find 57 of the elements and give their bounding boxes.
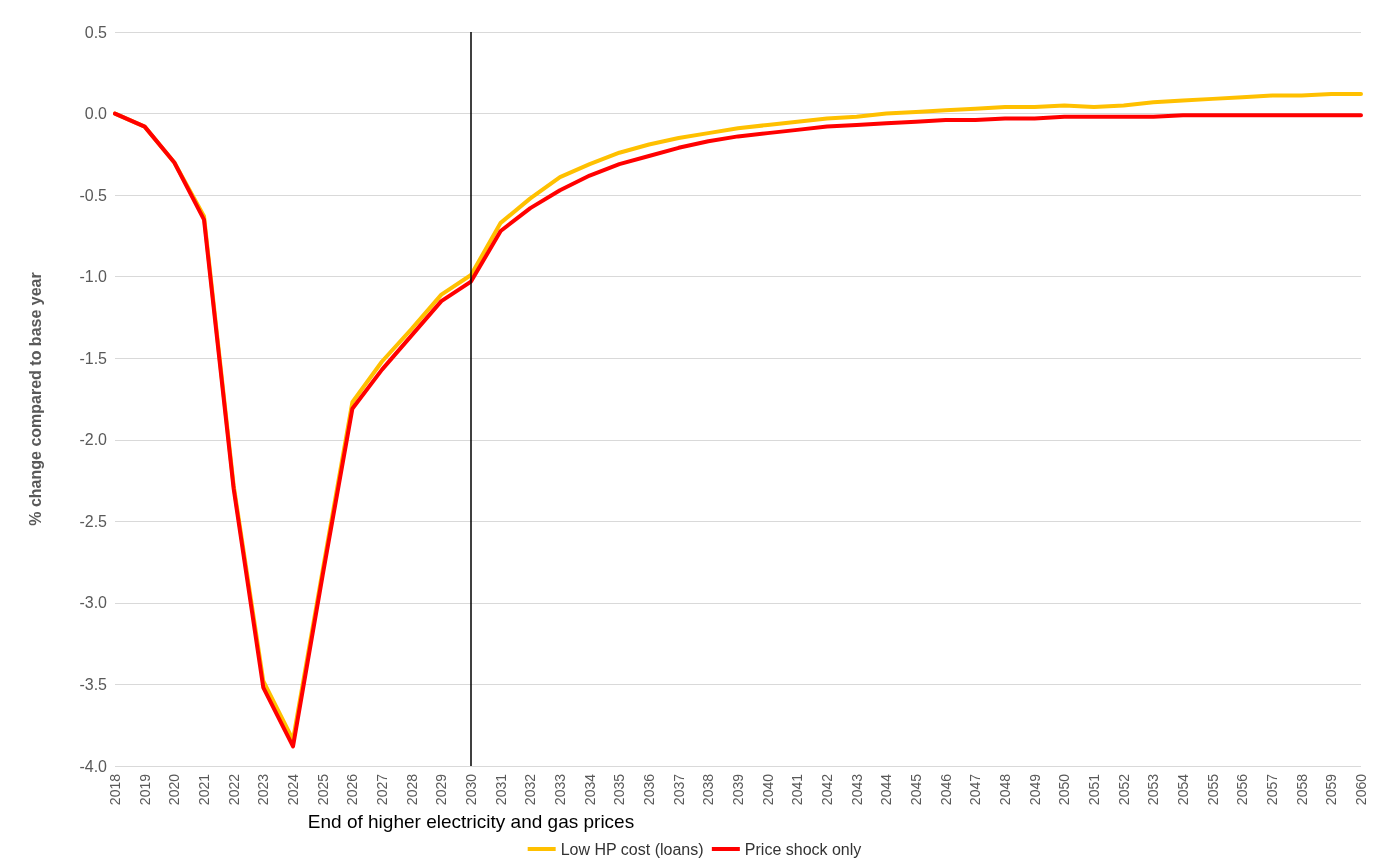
- y-tick-label: 0.0: [84, 105, 108, 123]
- x-tick-label: 2035: [611, 773, 628, 806]
- x-tick-label: 2047: [967, 773, 984, 806]
- y-tick-label: -3.0: [79, 594, 108, 612]
- x-tick-label: 2057: [1264, 773, 1280, 806]
- x-tick-label: 2027: [374, 773, 390, 806]
- x-tick-label: 2040: [759, 773, 776, 806]
- x-tick-label: 2048: [997, 773, 1013, 806]
- x-tick-label: 2055: [1204, 773, 1221, 806]
- x-tick-label: 2033: [552, 773, 568, 806]
- y-tick-label: -4.0: [79, 757, 108, 775]
- x-tick-label: 2059: [1323, 773, 1340, 806]
- x-tick-label: 2028: [403, 773, 420, 806]
- x-tick-label: 2018: [107, 773, 123, 806]
- legend-label: Low HP cost (loans): [560, 840, 704, 858]
- x-tick-label: 2038: [700, 773, 717, 806]
- x-tick-label: 2026: [344, 773, 361, 806]
- x-tick-label: 2058: [1293, 773, 1310, 806]
- x-tick-label: 2042: [819, 773, 835, 806]
- x-tick-label: 2060: [1353, 773, 1369, 806]
- x-tick-label: 2056: [1234, 773, 1251, 806]
- ref-line-label: End of higher electricity and gas prices: [307, 811, 635, 832]
- x-tick-label: 2022: [225, 773, 242, 806]
- x-tick-label: 2049: [1026, 773, 1043, 806]
- x-tick-label: 2054: [1175, 773, 1191, 806]
- y-tick-label: -1.5: [79, 349, 108, 367]
- x-tick-label: 2037: [670, 773, 687, 806]
- x-tick-label: 2052: [1115, 773, 1132, 806]
- x-tick-label: 2025: [314, 773, 331, 806]
- x-tick-label: 2053: [1145, 773, 1162, 806]
- x-tick-label: 2034: [581, 773, 598, 806]
- x-tick-label: 2031: [492, 773, 509, 806]
- y-tick-label: -2.5: [79, 512, 108, 530]
- y-tick-label: -3.5: [79, 675, 108, 693]
- x-tick-label: 2021: [196, 773, 212, 806]
- x-tick-label: 2041: [789, 773, 806, 806]
- x-tick-label: 2044: [878, 773, 895, 806]
- x-tick-label: 2029: [433, 773, 450, 806]
- legend-label: Price shock only: [744, 840, 862, 858]
- x-tick-label: 2030: [463, 773, 479, 806]
- x-tick-label: 2032: [522, 773, 539, 806]
- y-tick-label: -0.5: [79, 186, 108, 204]
- x-tick-label: 2039: [730, 773, 746, 806]
- y-tick-label: 0.5: [84, 23, 108, 41]
- x-tick-label: 2043: [848, 773, 865, 806]
- x-tick-label: 2046: [937, 773, 954, 806]
- x-tick-label: 2051: [1086, 773, 1102, 806]
- x-tick-label: 2024: [285, 773, 301, 806]
- x-tick-label: 2020: [166, 773, 183, 806]
- y-tick-label: -2.0: [79, 431, 108, 449]
- y-axis-title: % change compared to base year: [26, 272, 44, 526]
- x-tick-label: 2036: [641, 773, 657, 806]
- x-tick-label: 2019: [136, 773, 153, 806]
- x-tick-label: 2050: [1056, 773, 1073, 806]
- x-tick-label: 2023: [255, 773, 272, 806]
- x-tick-label: 2045: [908, 773, 924, 806]
- y-tick-label: -1.0: [79, 268, 108, 286]
